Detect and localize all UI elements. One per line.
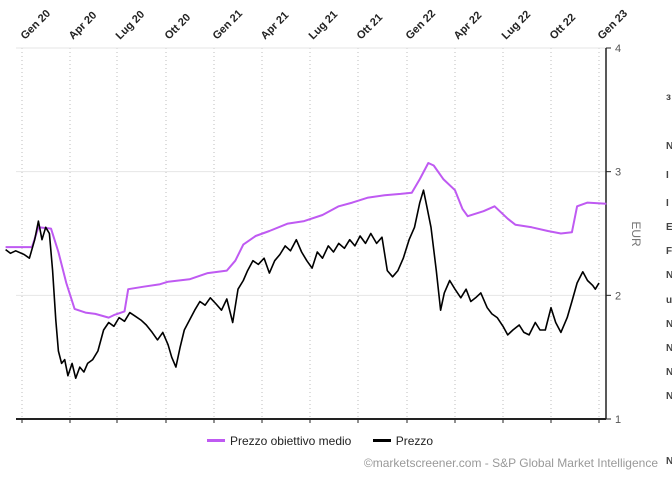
cut-off-glyph: N <box>666 391 672 402</box>
legend-label-price: Prezzo <box>395 433 434 448</box>
cut-off-glyph: F <box>666 246 672 257</box>
series-line-1 <box>5 189 600 379</box>
x-tick-label-2: Lug 20 <box>114 9 148 43</box>
series-layer <box>5 162 607 379</box>
cut-off-glyph: N <box>666 367 672 378</box>
x-tick-label-3: Ott 20 <box>163 12 194 43</box>
x-tick-label-1: Apr 20 <box>67 9 100 42</box>
y-axis-title: EUR <box>629 221 643 247</box>
axes: Gen 20 Apr 20 Lug 20 Ott 20 Gen 21 Apr 21 Lug … <box>16 8 643 426</box>
legend-item-price[interactable]: Prezzo <box>372 433 434 448</box>
x-tick-label-10: Lug 22 <box>500 9 534 43</box>
legend: Prezzo obiettivo medio Prezzo <box>0 431 640 448</box>
series-line-0 <box>5 162 607 319</box>
cut-off-glyph: N <box>666 270 672 281</box>
y-tick-label-1: 2 <box>615 290 621 302</box>
credit-text: ©marketscreener.com - S&P Global Market … <box>363 456 658 470</box>
x-tick-label-5: Apr 21 <box>259 9 292 42</box>
x-tick-label-12: Gen 23 <box>596 8 630 42</box>
legend-label-target: Prezzo obiettivo medio <box>229 433 352 448</box>
legend-swatch-price <box>372 439 391 442</box>
grid <box>16 47 606 420</box>
x-tick-label-7: Ott 21 <box>355 12 386 43</box>
x-tick-label-6: Lug 21 <box>307 9 341 43</box>
cut-off-glyph: u <box>666 295 672 306</box>
cut-off-glyph: N <box>666 343 672 354</box>
x-tick-label-0: Gen 20 <box>19 8 53 42</box>
x-tick-label-9: Apr 22 <box>452 9 485 42</box>
y-tick-label-3: 4 <box>615 43 621 55</box>
x-tick-label-11: Ott 22 <box>548 12 579 43</box>
y-tick-label-0: 1 <box>615 414 621 426</box>
cut-off-glyph: N <box>666 141 672 152</box>
legend-swatch-target <box>206 439 225 442</box>
cut-off-glyph: E <box>666 222 672 233</box>
x-tick-label-4: Gen 21 <box>211 8 245 42</box>
cut-off-glyph: I <box>666 170 669 181</box>
cut-off-glyph: I <box>666 198 669 209</box>
cut-off-glyph: з <box>666 92 671 103</box>
y-tick-label-2: 3 <box>615 167 621 179</box>
x-tick-label-8: Gen 22 <box>404 8 438 42</box>
cut-off-glyph: N <box>666 456 672 467</box>
cut-off-glyph: N <box>666 319 672 330</box>
legend-item-target[interactable]: Prezzo obiettivo medio <box>206 433 352 448</box>
